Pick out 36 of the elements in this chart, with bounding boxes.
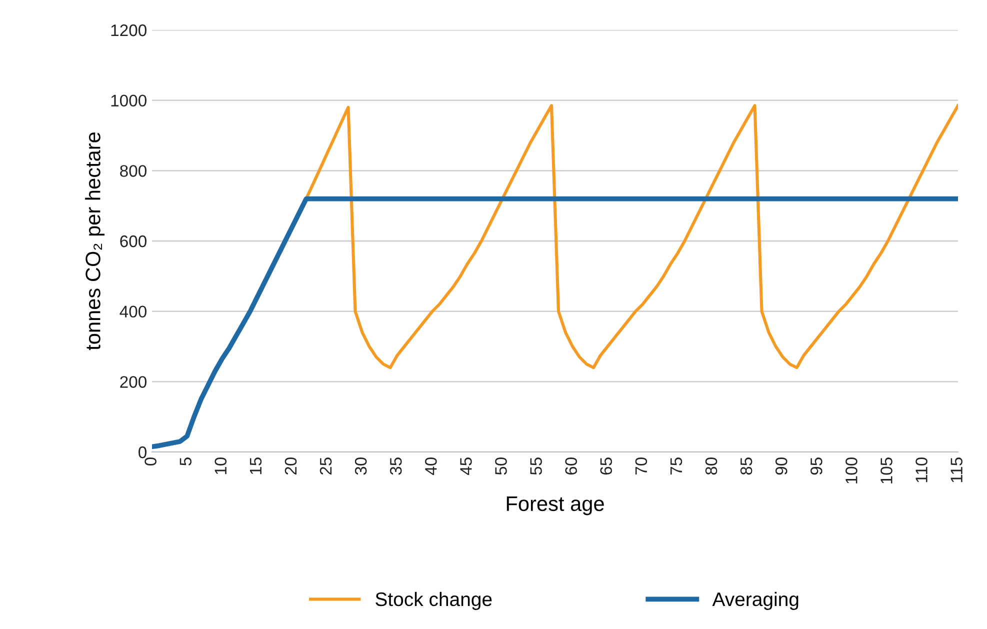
x-tick-label: 25 — [320, 458, 332, 475]
x-tick-label: 75 — [670, 458, 682, 475]
legend-label: Stock change — [376, 592, 492, 610]
x-tick-label: 20 — [284, 458, 297, 475]
x-tick-label: 40 — [425, 458, 437, 476]
x-tick-label: 95 — [810, 458, 822, 475]
y-tick-label: 400 — [120, 306, 146, 318]
x-tick-label: 105 — [880, 458, 892, 484]
x-tick-label: 55 — [530, 458, 542, 475]
line-series — [152, 196, 958, 450]
x-tick-label: 10 — [214, 458, 227, 474]
x-tick-label: 0 — [144, 458, 156, 466]
x-tick-label: 65 — [600, 458, 612, 475]
y-tick-label: 1200 — [111, 24, 146, 36]
x-tick-label: 30 — [354, 458, 367, 475]
x-tick-label: 100 — [846, 458, 858, 484]
x-tick-label: 80 — [705, 458, 718, 475]
x-tick-label: 5 — [180, 458, 192, 466]
x-tick-label: 15 — [250, 458, 262, 474]
x-tick-label: 60 — [565, 458, 577, 475]
y-tick-label: 1000 — [111, 94, 146, 107]
x-axis-title: Forest age — [506, 496, 604, 516]
y-axis-title: tonnes CO₂ per hectare — [85, 132, 105, 350]
x-tick-label: 70 — [635, 458, 648, 475]
x-tick-label: 90 — [775, 458, 788, 475]
legend-label: Averaging — [712, 592, 798, 610]
x-tick-label: 85 — [740, 458, 752, 475]
x-tick-label: 45 — [460, 458, 472, 476]
y-tick-label: 200 — [120, 376, 146, 388]
line-series — [304, 104, 958, 370]
y-tick-label: 800 — [120, 165, 146, 177]
x-tick-label: 110 — [916, 458, 928, 482]
y-tick-label: 600 — [120, 235, 146, 248]
x-tick-label: 50 — [495, 458, 507, 475]
x-tick-label: 115 — [950, 458, 962, 482]
x-tick-label: 35 — [390, 458, 402, 475]
